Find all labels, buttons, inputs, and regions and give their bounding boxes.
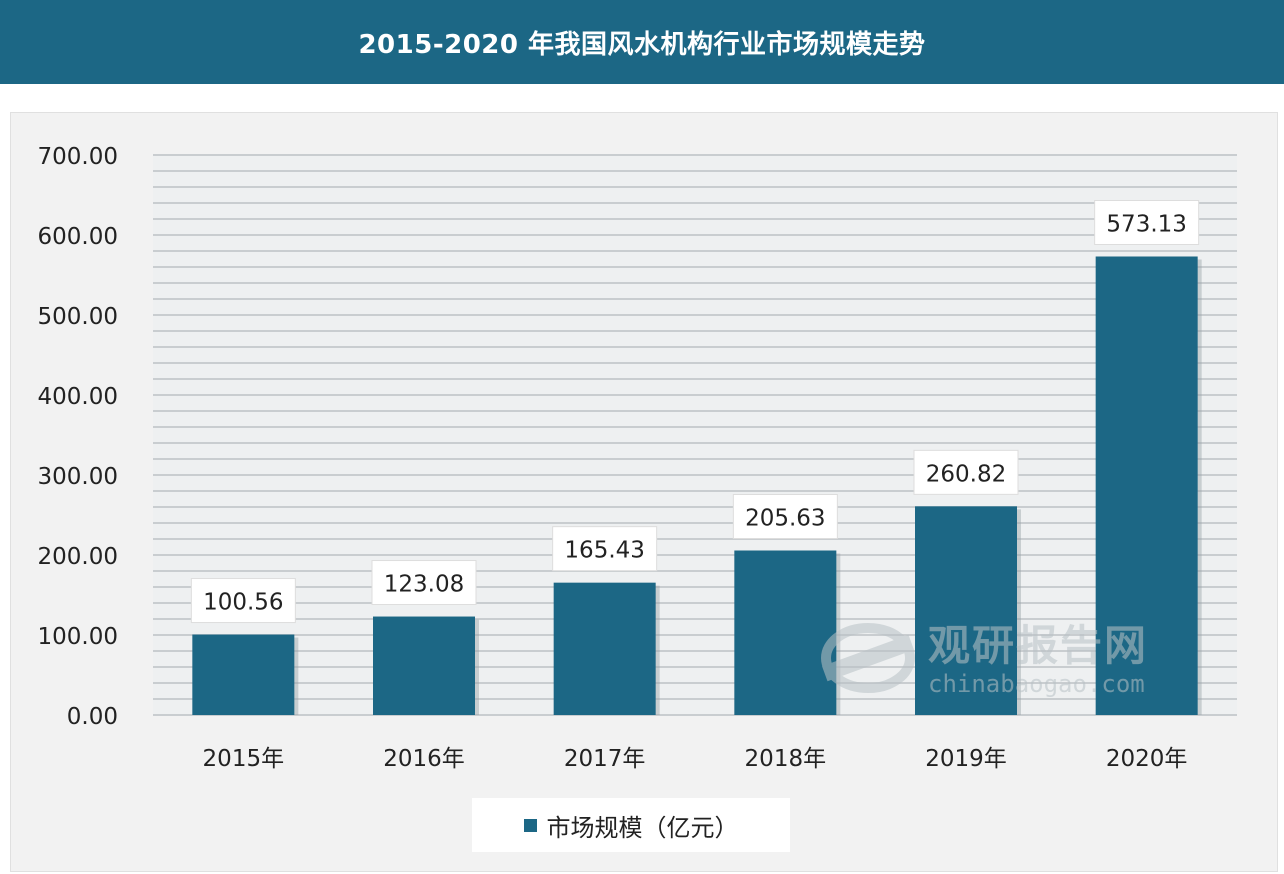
chart-title: 2015-2020 年我国风水机构行业市场规模走势 — [358, 29, 926, 60]
y-tick-label: 300.00 — [38, 464, 118, 490]
legend-swatch — [523, 818, 537, 832]
x-tick-label: 2015年 — [203, 746, 285, 772]
watermark: 观研报告网 chinabaogao.com — [820, 612, 1200, 708]
y-tick-label: 0.00 — [67, 704, 118, 730]
bar — [553, 582, 656, 715]
data-label: 123.08 — [384, 572, 464, 598]
data-label: 100.56 — [203, 590, 283, 616]
data-label-box — [913, 449, 1019, 495]
x-tick-label: 2020年 — [1106, 746, 1188, 772]
x-tick-label: 2016年 — [383, 746, 465, 772]
data-label: 205.63 — [745, 505, 825, 531]
watermark-logo-icon — [821, 623, 915, 693]
data-label: 573.13 — [1106, 211, 1186, 237]
data-label: 165.43 — [564, 538, 644, 564]
bar — [192, 634, 295, 715]
watermark-name: 观研报告网 — [928, 621, 1149, 670]
bar — [734, 550, 837, 715]
y-tick-label: 600.00 — [38, 224, 118, 250]
plot-area — [153, 155, 1237, 715]
watermark-site: chinabaogao.com — [928, 670, 1145, 698]
data-label-box — [1094, 199, 1200, 245]
data-label-box — [552, 526, 658, 572]
data-label-box — [732, 493, 838, 539]
x-tick-label: 2018年 — [745, 746, 827, 772]
y-tick-label: 400.00 — [38, 384, 118, 410]
y-tick-label: 100.00 — [38, 624, 118, 650]
header-bar: 2015-2020 年我国风水机构行业市场规模走势 — [0, 0, 1284, 84]
bar — [373, 616, 475, 715]
legend: 市场规模（亿元） — [472, 798, 790, 852]
data-label-box — [190, 578, 296, 624]
data-label: 260.82 — [926, 461, 1006, 487]
bar — [1095, 256, 1198, 715]
y-tick-label: 500.00 — [38, 304, 118, 330]
legend-label: 市场规模（亿元） — [546, 813, 739, 842]
data-label-box — [371, 560, 477, 606]
y-tick-label: 200.00 — [38, 544, 118, 570]
y-tick-label: 700.00 — [38, 144, 118, 170]
x-tick-label: 2019年 — [925, 746, 1007, 772]
bar — [915, 506, 1017, 715]
x-tick-label: 2017年 — [564, 746, 646, 772]
